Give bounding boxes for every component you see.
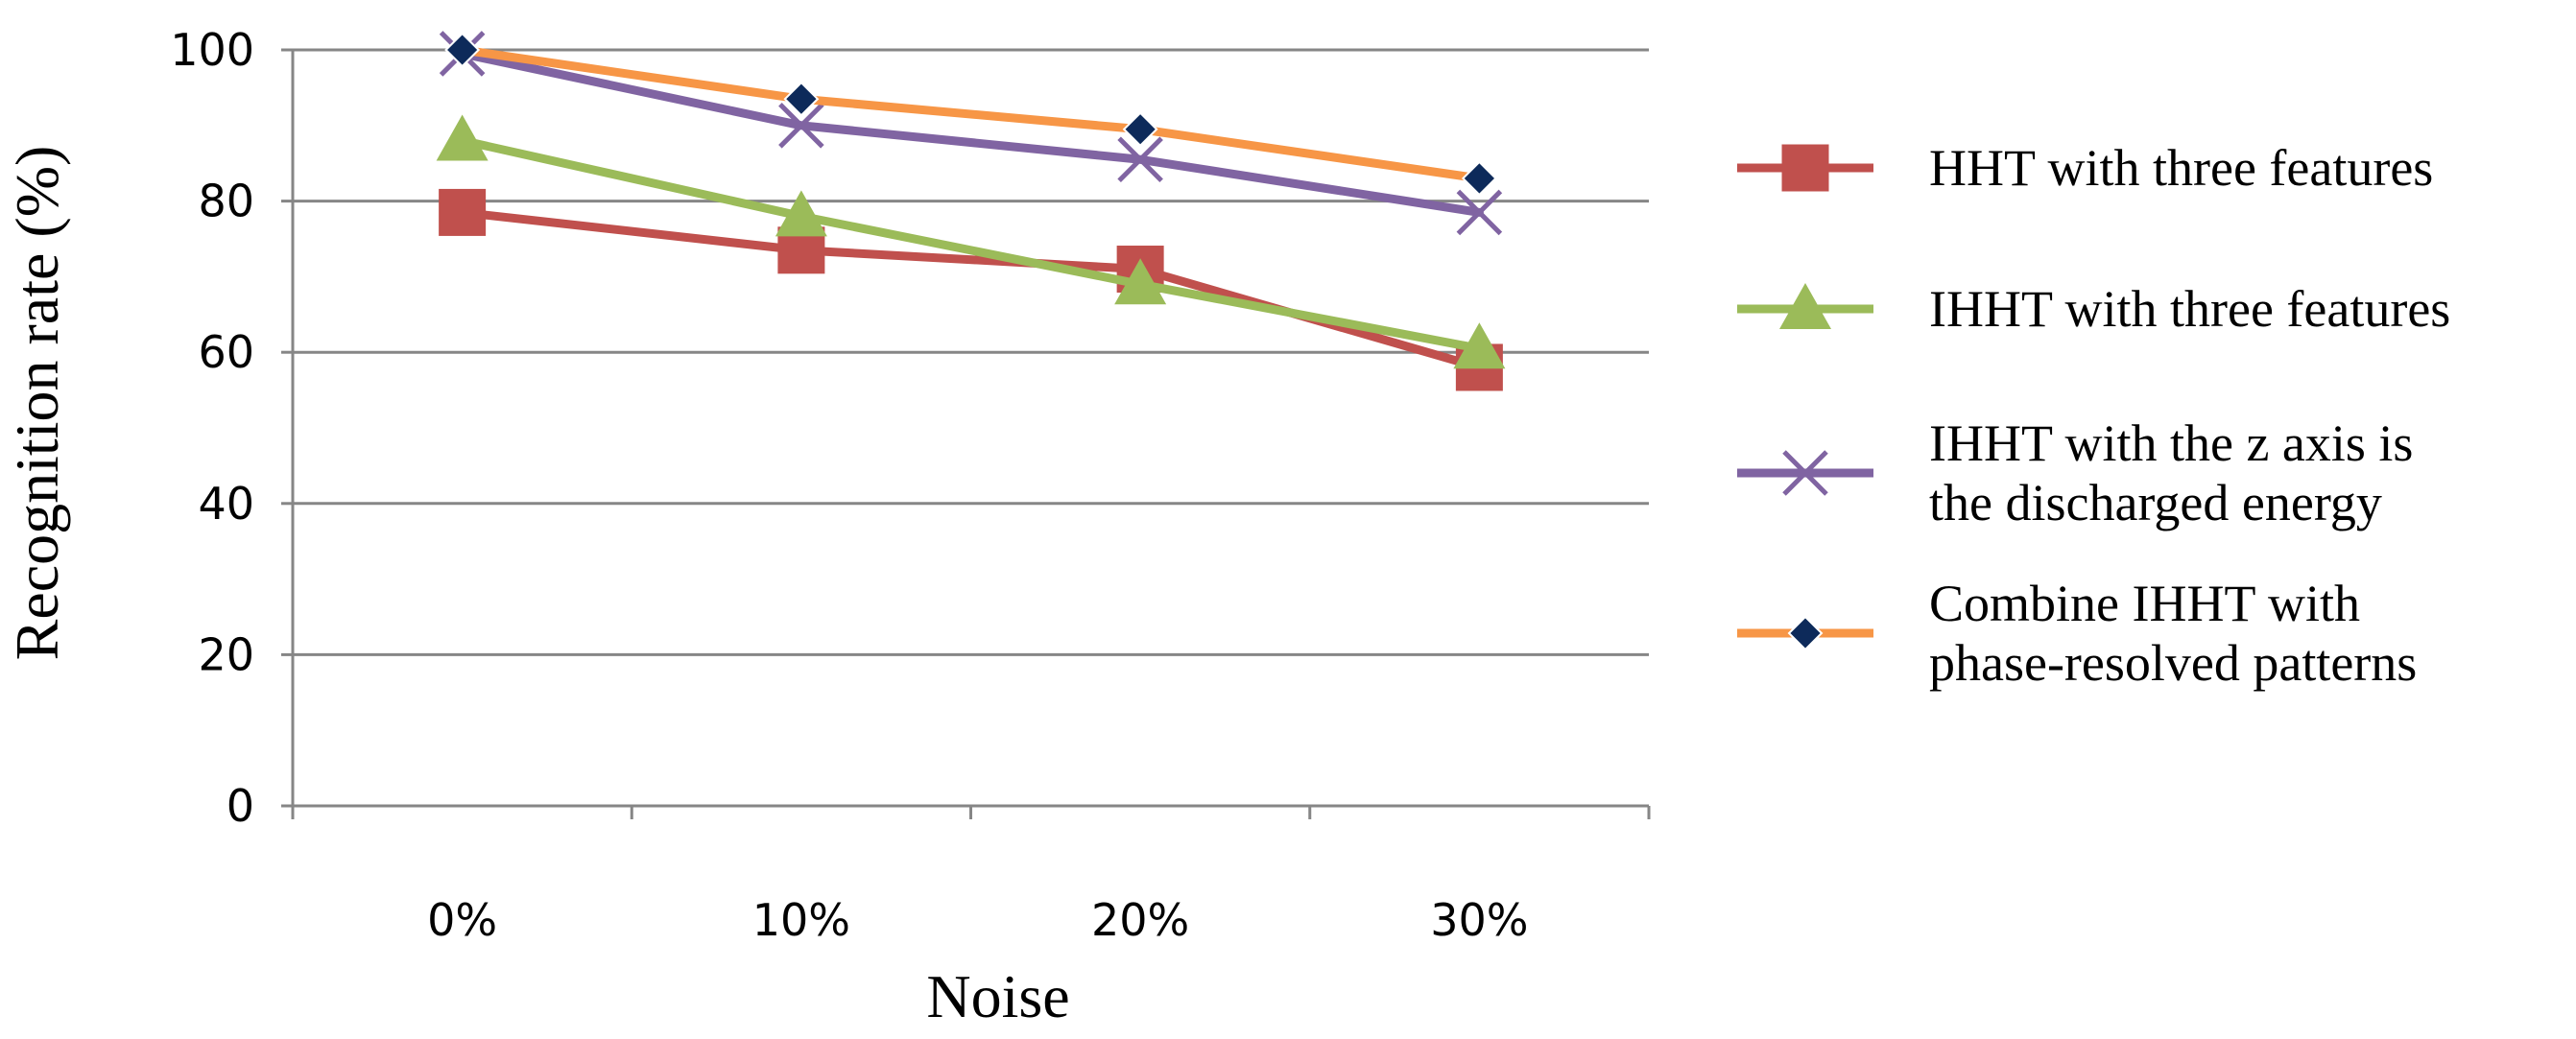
data-point	[775, 190, 827, 237]
data-point	[778, 103, 824, 149]
legend-swatch-marker	[1779, 283, 1831, 329]
series-line	[458, 136, 1484, 353]
legend-label: IHHT with three features	[1929, 280, 2450, 338]
data-point	[783, 81, 820, 117]
data-point	[444, 32, 481, 68]
legend-label: phase-resolved patterns	[1929, 634, 2417, 692]
legend-label: Combine IHHT with	[1929, 575, 2360, 632]
y-tick-label: 40	[198, 478, 254, 530]
x-tick-label: 0%	[427, 894, 497, 946]
data-point	[436, 114, 489, 161]
marker-stroke	[1782, 450, 1828, 496]
legend: HHT with three features IHHT with three f…	[1737, 139, 2450, 692]
legend-label: IHHT with the z axis is	[1929, 414, 2413, 472]
legend-label: the discharged energy	[1929, 474, 2382, 531]
series-line	[458, 45, 1484, 183]
marker-stroke	[1117, 136, 1163, 183]
data-point	[1453, 322, 1506, 369]
data-series	[436, 31, 1506, 391]
series-line	[458, 207, 1484, 372]
series-1	[439, 188, 1503, 391]
y-tick-label: 0	[227, 780, 254, 832]
y-axis-title: Recognition rate (%)	[3, 146, 71, 661]
x-tick-label: 30%	[1430, 894, 1528, 946]
tick-labels: 0 20 40 60 80 100 0% 10% 20% 30%	[170, 24, 1528, 946]
legend-label: HHT with three features	[1929, 139, 2433, 197]
y-tick-label: 60	[198, 326, 254, 378]
axes	[281, 48, 1651, 819]
y-tick-label: 100	[170, 24, 254, 76]
data-point	[1114, 258, 1167, 305]
series-3	[439, 31, 1503, 236]
marker-stroke	[1456, 189, 1503, 236]
series-2	[436, 114, 1506, 369]
y-tick-label: 20	[198, 628, 254, 680]
x-tick-label: 20%	[1091, 894, 1189, 946]
marker-stroke	[778, 103, 824, 149]
y-tick-label: 80	[198, 176, 254, 227]
data-point	[1117, 136, 1163, 183]
legend-swatch-marker	[1781, 144, 1829, 192]
legend-swatch-marker	[1787, 615, 1824, 651]
legend-entry-1: HHT with three features	[1737, 139, 2433, 197]
legend-entry-2: IHHT with three features	[1737, 280, 2450, 338]
x-tick-label: 10%	[752, 894, 850, 946]
data-point	[1122, 111, 1158, 148]
data-point	[1461, 160, 1497, 197]
data-point	[439, 188, 487, 236]
x-axis-title: Noise	[926, 962, 1069, 1030]
data-point	[1456, 189, 1503, 236]
legend-swatch-marker	[1782, 450, 1828, 496]
series-line	[458, 49, 1484, 217]
series-4	[444, 32, 1497, 197]
